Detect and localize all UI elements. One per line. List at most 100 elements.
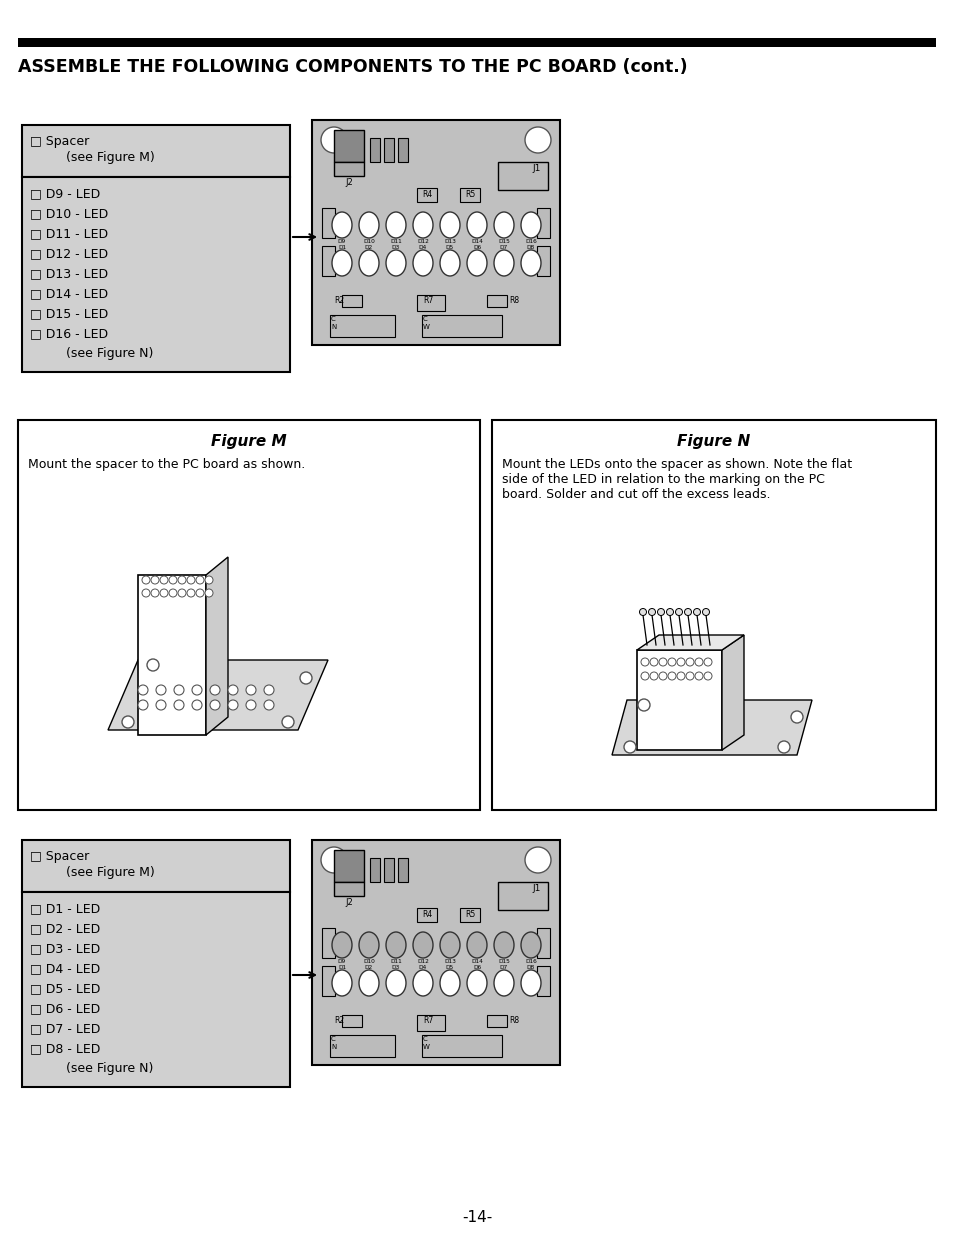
Text: D11: D11 [390, 960, 401, 965]
Text: □ D6 - LED: □ D6 - LED [30, 1002, 100, 1015]
Text: D15: D15 [497, 960, 510, 965]
Text: D6: D6 [473, 965, 480, 969]
Circle shape [142, 576, 150, 584]
Text: D11: D11 [390, 240, 401, 245]
Text: R8: R8 [509, 296, 518, 305]
Text: □ D8 - LED: □ D8 - LED [30, 1042, 100, 1055]
Polygon shape [637, 650, 721, 750]
Circle shape [299, 672, 312, 684]
Ellipse shape [467, 249, 486, 275]
Ellipse shape [386, 249, 406, 275]
Circle shape [659, 658, 666, 666]
Circle shape [685, 658, 693, 666]
Ellipse shape [494, 932, 514, 958]
Text: □ D12 - LED: □ D12 - LED [30, 247, 108, 261]
Circle shape [649, 658, 658, 666]
Bar [397, 858, 408, 882]
Bar [397, 138, 408, 162]
Bar [18, 420, 479, 810]
Circle shape [640, 658, 648, 666]
Bar [459, 188, 479, 203]
Text: R4: R4 [421, 190, 432, 199]
Text: □ D4 - LED: □ D4 - LED [30, 962, 100, 974]
Ellipse shape [332, 969, 352, 995]
Text: □ D9 - LED: □ D9 - LED [30, 186, 100, 200]
Ellipse shape [439, 249, 459, 275]
Text: □ D1 - LED: □ D1 - LED [30, 902, 100, 915]
Circle shape [147, 659, 159, 671]
Circle shape [187, 576, 194, 584]
Bar [334, 850, 364, 882]
Text: □ Spacer: □ Spacer [30, 850, 90, 863]
Text: D16: D16 [524, 960, 537, 965]
Bar [22, 125, 290, 177]
Bar [384, 138, 394, 162]
Text: D2: D2 [364, 245, 373, 249]
Circle shape [638, 699, 649, 711]
Circle shape [151, 589, 159, 597]
Polygon shape [637, 635, 743, 650]
Bar [322, 246, 335, 275]
Bar [334, 162, 364, 177]
Text: C: C [331, 1036, 335, 1042]
Text: J1: J1 [532, 884, 539, 893]
Ellipse shape [413, 249, 433, 275]
Polygon shape [206, 557, 228, 735]
Text: □ D11 - LED: □ D11 - LED [30, 227, 108, 240]
Bar [334, 882, 364, 897]
Ellipse shape [520, 212, 540, 238]
Circle shape [695, 672, 702, 680]
Circle shape [138, 685, 148, 695]
Text: D13: D13 [443, 960, 456, 965]
Text: D15: D15 [497, 240, 510, 245]
Text: R7: R7 [422, 296, 433, 305]
Bar [22, 177, 290, 372]
Ellipse shape [358, 249, 378, 275]
Text: D7: D7 [499, 965, 508, 969]
Ellipse shape [413, 212, 433, 238]
Bar [497, 882, 547, 910]
Bar [537, 207, 550, 238]
Circle shape [246, 685, 255, 695]
Text: D1: D1 [337, 245, 346, 249]
Text: D8: D8 [526, 965, 535, 969]
Circle shape [178, 576, 186, 584]
Circle shape [639, 609, 646, 615]
Circle shape [701, 609, 709, 615]
Text: D9: D9 [337, 240, 346, 245]
Circle shape [640, 672, 648, 680]
Text: R7: R7 [422, 1016, 433, 1025]
Ellipse shape [520, 969, 540, 995]
Polygon shape [721, 635, 743, 750]
Circle shape [675, 609, 681, 615]
Text: D9: D9 [337, 960, 346, 965]
Circle shape [264, 685, 274, 695]
Ellipse shape [439, 969, 459, 995]
Text: □ D5 - LED: □ D5 - LED [30, 982, 100, 995]
Bar [341, 295, 361, 308]
Text: D4: D4 [418, 965, 427, 969]
Text: C: C [331, 316, 335, 322]
Polygon shape [108, 659, 328, 730]
Bar [416, 1015, 444, 1031]
Circle shape [703, 658, 711, 666]
Circle shape [703, 672, 711, 680]
Circle shape [320, 847, 347, 873]
Ellipse shape [386, 969, 406, 995]
Circle shape [667, 658, 676, 666]
Bar [312, 120, 559, 345]
Text: D10: D10 [363, 960, 375, 965]
Text: -14-: -14- [461, 1210, 492, 1225]
Ellipse shape [332, 212, 352, 238]
Text: D16: D16 [524, 240, 537, 245]
Bar [486, 295, 506, 308]
Circle shape [657, 609, 664, 615]
Bar [537, 927, 550, 958]
Bar [537, 966, 550, 995]
Bar [334, 130, 364, 162]
Text: R2: R2 [334, 1016, 344, 1025]
Text: R2: R2 [334, 296, 344, 305]
Ellipse shape [439, 932, 459, 958]
Text: Figure M: Figure M [211, 433, 287, 450]
Text: N: N [331, 1044, 335, 1050]
